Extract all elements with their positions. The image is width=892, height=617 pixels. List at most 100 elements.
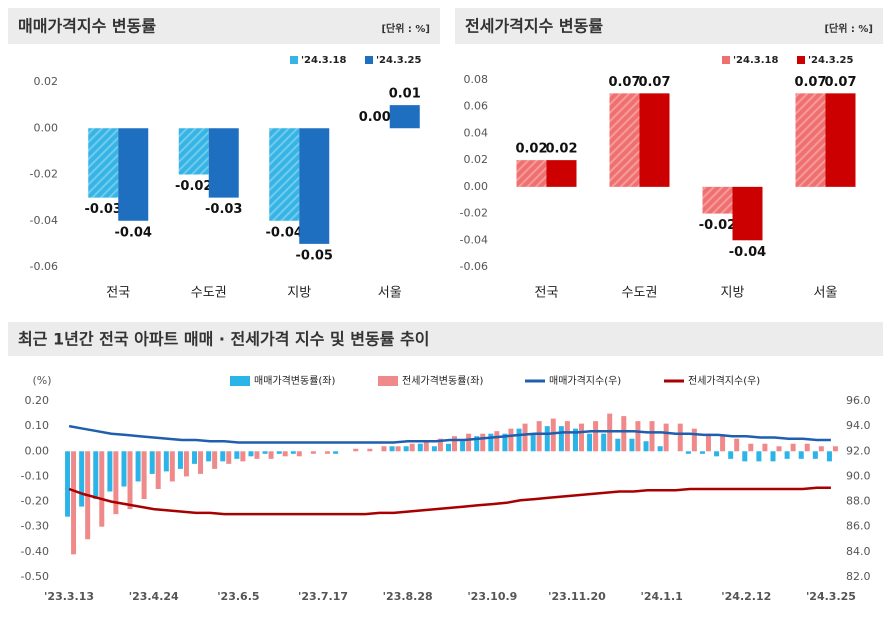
bar (474, 436, 480, 452)
x-tick-label: 수도권 (622, 286, 658, 301)
legend-swatch (290, 56, 298, 64)
bar (544, 426, 550, 452)
bar (714, 451, 720, 457)
chart-title: 전세가격지수 변동률 (465, 17, 603, 36)
x-tick-label: '23.7.17 (298, 590, 348, 603)
legend-label: 전세가격변동률(좌) (402, 374, 484, 387)
y2-tick-label: 96.0 (846, 394, 871, 407)
value-label: -0.02 (175, 179, 212, 194)
bar (798, 451, 804, 459)
bar (488, 433, 494, 452)
bar (825, 93, 856, 187)
bar (198, 451, 204, 474)
y-tick-label: -0.20 (21, 495, 49, 508)
bar (446, 443, 451, 452)
bar (663, 423, 669, 452)
bar (705, 433, 711, 452)
bar (71, 451, 77, 555)
bar (578, 423, 584, 452)
value-label: 0.02 (515, 142, 547, 157)
bar (460, 441, 466, 452)
bar (163, 451, 169, 472)
x-tick-label: 지방 (287, 286, 311, 301)
x-tick-label: '23.6.5 (217, 590, 259, 603)
x-tick-label: 전국 (535, 286, 559, 301)
x-tick-label: '24.2.12 (721, 590, 771, 603)
x-tick-label: '24.1.1 (640, 590, 682, 603)
bar (466, 433, 472, 452)
bar (113, 451, 119, 515)
bar (629, 438, 635, 452)
y-tick-label: 0.04 (464, 126, 489, 139)
unit-label: [단위 : %] (381, 22, 430, 35)
legend-label: '24.3.25 (808, 55, 853, 66)
x-tick-label: 수도권 (191, 286, 227, 301)
bar-hatch (88, 128, 119, 198)
bar (818, 446, 824, 452)
x-tick-label: 전국 (106, 286, 130, 301)
bar (290, 451, 296, 454)
bar (212, 451, 218, 469)
x-tick-label: '23.10.9 (467, 590, 517, 603)
bar (431, 446, 437, 452)
bar (177, 451, 183, 469)
x-tick-label: 지방 (721, 286, 745, 301)
y-tick-label: -0.10 (21, 469, 49, 482)
bar-hatch (516, 160, 547, 187)
y-axis-label: (%) (32, 374, 51, 387)
bar (742, 451, 748, 462)
y-tick-label: 0.00 (34, 121, 59, 134)
line (68, 486, 831, 516)
unit-label: [단위 : %] (824, 22, 873, 35)
bar-hatch (702, 186, 733, 214)
legend-label: '24.3.18 (733, 55, 778, 66)
y2-tick-label: 88.0 (846, 495, 871, 508)
y-tick-label: 0.00 (25, 444, 50, 457)
bar (226, 451, 232, 464)
bar (325, 451, 331, 454)
value-label: 0.07 (824, 75, 856, 90)
bar (770, 451, 776, 462)
bar (240, 451, 246, 462)
bar (480, 433, 486, 452)
y-tick-label: -0.02 (30, 168, 58, 181)
bar (804, 443, 810, 452)
y-tick-label: -0.30 (21, 520, 49, 533)
legend-swatch (722, 56, 730, 64)
legend-swatch (378, 376, 398, 386)
bar (208, 128, 239, 198)
bar (149, 451, 155, 474)
bar (790, 443, 796, 452)
bar (784, 451, 790, 459)
bar (389, 105, 420, 129)
bar (248, 451, 254, 457)
bar (452, 436, 457, 452)
bar (677, 423, 683, 452)
x-tick-label: 서울 (378, 286, 402, 301)
bar (615, 438, 621, 452)
value-label: -0.03 (205, 202, 242, 217)
x-tick-label: '23.4.24 (129, 590, 179, 603)
y-tick-label: 0.00 (464, 180, 489, 193)
bar (564, 421, 570, 452)
bar (310, 451, 316, 454)
bar (93, 451, 99, 500)
bar (826, 451, 832, 462)
header-bg (8, 8, 440, 44)
legend-label: 매매가격지수(우) (549, 374, 621, 387)
legend-label: '24.3.18 (301, 55, 346, 66)
bar (234, 451, 240, 459)
bar-hatch (609, 93, 640, 187)
bar (367, 448, 373, 452)
value-label: 0.00 (359, 110, 391, 125)
bar (169, 451, 175, 482)
value-label: -0.04 (115, 225, 152, 240)
bar (502, 433, 508, 452)
y2-tick-label: 90.0 (846, 469, 871, 482)
y-tick-label: -0.50 (21, 570, 49, 583)
bar (691, 428, 697, 452)
bar (333, 451, 339, 454)
bar (268, 451, 274, 459)
value-label: 0.07 (638, 75, 670, 90)
